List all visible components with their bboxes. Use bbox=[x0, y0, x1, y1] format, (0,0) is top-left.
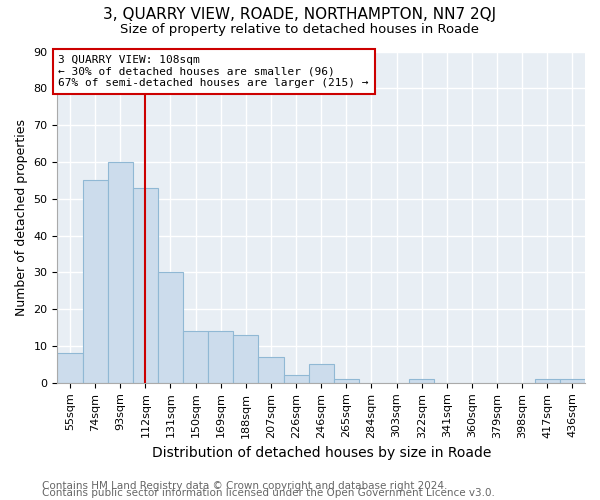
Bar bbox=[334, 379, 359, 383]
Bar bbox=[233, 335, 259, 383]
Bar bbox=[183, 332, 208, 383]
Bar bbox=[208, 332, 233, 383]
Text: 3 QUARRY VIEW: 108sqm
← 30% of detached houses are smaller (96)
67% of semi-deta: 3 QUARRY VIEW: 108sqm ← 30% of detached … bbox=[58, 55, 369, 88]
Bar bbox=[58, 354, 83, 383]
Text: Contains public sector information licensed under the Open Government Licence v3: Contains public sector information licen… bbox=[42, 488, 495, 498]
Bar bbox=[535, 379, 560, 383]
Bar bbox=[259, 357, 284, 383]
Bar bbox=[107, 162, 133, 383]
Y-axis label: Number of detached properties: Number of detached properties bbox=[15, 118, 28, 316]
Bar bbox=[409, 379, 434, 383]
Bar bbox=[133, 188, 158, 383]
Bar bbox=[83, 180, 107, 383]
Bar bbox=[284, 376, 308, 383]
Text: Contains HM Land Registry data © Crown copyright and database right 2024.: Contains HM Land Registry data © Crown c… bbox=[42, 481, 448, 491]
Text: 3, QUARRY VIEW, ROADE, NORTHAMPTON, NN7 2QJ: 3, QUARRY VIEW, ROADE, NORTHAMPTON, NN7 … bbox=[103, 8, 497, 22]
Bar bbox=[560, 379, 585, 383]
X-axis label: Distribution of detached houses by size in Roade: Distribution of detached houses by size … bbox=[152, 446, 491, 460]
Text: Size of property relative to detached houses in Roade: Size of property relative to detached ho… bbox=[121, 22, 479, 36]
Bar bbox=[158, 272, 183, 383]
Bar bbox=[308, 364, 334, 383]
